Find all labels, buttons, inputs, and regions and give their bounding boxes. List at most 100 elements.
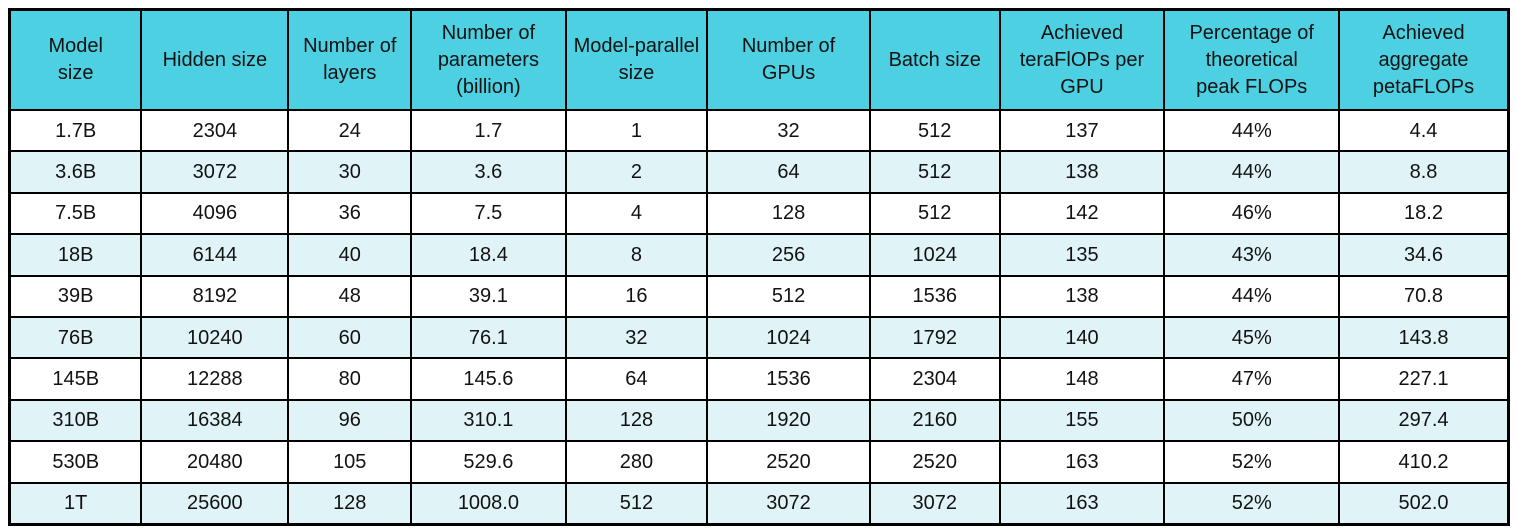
table-row: 7.5B 4096 36 7.5 4 128 512 142 46% 18.2 <box>8 191 1510 236</box>
table-cell: 227.1 <box>1338 357 1510 401</box>
table-cell: 96 <box>287 398 413 443</box>
table-cell: 143.8 <box>1338 315 1510 360</box>
table-cell: 142 <box>998 191 1166 236</box>
column-header: Percentage of theoretical peak FLOPs <box>1163 8 1341 111</box>
table-cell: 105 <box>287 440 413 484</box>
table-cell: 43% <box>1163 233 1341 277</box>
table-cell: 18.4 <box>410 233 567 277</box>
table-row: 39B 8192 48 39.1 16 512 1536 138 44% 70.8 <box>8 274 1510 318</box>
column-header: Model size <box>8 8 143 111</box>
table-cell: 163 <box>998 481 1166 526</box>
table-cell: 60 <box>287 315 413 360</box>
table-cell: 45% <box>1163 315 1341 360</box>
column-header: Number of layers <box>287 8 413 111</box>
table-cell: 512 <box>868 150 1001 194</box>
table-row: 1.7B 2304 24 1.7 1 32 512 137 44% 4.4 <box>8 108 1510 153</box>
table-cell: 280 <box>564 440 709 484</box>
table-cell: 1536 <box>706 357 871 401</box>
table-cell: 3072 <box>868 481 1001 526</box>
table-cell: 1008.0 <box>410 481 567 526</box>
table-cell: 135 <box>998 233 1166 277</box>
table-cell: 2520 <box>868 440 1001 484</box>
table-cell: 20480 <box>140 440 290 484</box>
model-scaling-table: Model size Hidden size Number of layers Num… <box>8 8 1510 526</box>
table-cell: 10240 <box>140 315 290 360</box>
table-row: 18B 6144 40 18.4 8 256 1024 135 43% 34.6 <box>8 233 1510 277</box>
table-cell: 137 <box>998 108 1166 153</box>
table-cell: 512 <box>868 191 1001 236</box>
table-cell: 8.8 <box>1338 150 1510 194</box>
table-cell: 4096 <box>140 191 290 236</box>
table-cell: 512 <box>868 108 1001 153</box>
table-cell: 48 <box>287 274 413 318</box>
table-cell: 80 <box>287 357 413 401</box>
table-row: 1T 25600 128 1008.0 512 3072 3072 163 52% 502.0 <box>8 481 1510 526</box>
table-cell: 2520 <box>706 440 871 484</box>
table-cell: 1920 <box>706 398 871 443</box>
column-header: Hidden size <box>140 8 290 111</box>
table-cell: 18.2 <box>1338 191 1510 236</box>
table-cell: 64 <box>564 357 709 401</box>
table-cell: 30 <box>287 150 413 194</box>
table-cell: 46% <box>1163 191 1341 236</box>
table-cell: 4 <box>564 191 709 236</box>
table-cell: 128 <box>564 398 709 443</box>
table-cell: 39B <box>8 274 143 318</box>
table-cell: 7.5 <box>410 191 567 236</box>
table-cell: 297.4 <box>1338 398 1510 443</box>
table-cell: 3072 <box>706 481 871 526</box>
table-cell: 530B <box>8 440 143 484</box>
table-cell: 138 <box>998 274 1166 318</box>
table-cell: 16 <box>564 274 709 318</box>
table-cell: 310B <box>8 398 143 443</box>
table-cell: 256 <box>706 233 871 277</box>
table-cell: 7.5B <box>8 191 143 236</box>
table-cell: 50% <box>1163 398 1341 443</box>
column-header: Model-parallel size <box>564 8 709 111</box>
table-cell: 16384 <box>140 398 290 443</box>
table-row: 145B 12288 80 145.6 64 1536 2304 148 47% 227.1 <box>8 357 1510 401</box>
table-cell: 4.4 <box>1338 108 1510 153</box>
table-cell: 1792 <box>868 315 1001 360</box>
table-cell: 145.6 <box>410 357 567 401</box>
table-cell: 138 <box>998 150 1166 194</box>
table-cell: 40 <box>287 233 413 277</box>
column-header: Batch size <box>868 8 1001 111</box>
column-header: Number of GPUs <box>706 8 871 111</box>
table-cell: 1.7 <box>410 108 567 153</box>
table-cell: 155 <box>998 398 1166 443</box>
table-cell: 8 <box>564 233 709 277</box>
table-cell: 148 <box>998 357 1166 401</box>
table-cell: 32 <box>564 315 709 360</box>
table-cell: 25600 <box>140 481 290 526</box>
table-cell: 1536 <box>868 274 1001 318</box>
table-cell: 34.6 <box>1338 233 1510 277</box>
table-cell: 76B <box>8 315 143 360</box>
table-header: Model size Hidden size Number of layers Num… <box>8 8 1510 111</box>
table-cell: 44% <box>1163 274 1341 318</box>
table-cell: 44% <box>1163 150 1341 194</box>
table-cell: 64 <box>706 150 871 194</box>
table-cell: 36 <box>287 191 413 236</box>
table-cell: 512 <box>706 274 871 318</box>
table-cell: 32 <box>706 108 871 153</box>
table-cell: 52% <box>1163 481 1341 526</box>
table-cell: 3.6B <box>8 150 143 194</box>
table-cell: 2304 <box>868 357 1001 401</box>
table-cell: 128 <box>706 191 871 236</box>
column-header: Achieved aggregate petaFLOPs <box>1338 8 1510 111</box>
table-cell: 47% <box>1163 357 1341 401</box>
table-cell: 39.1 <box>410 274 567 318</box>
table-cell: 128 <box>287 481 413 526</box>
table-cell: 502.0 <box>1338 481 1510 526</box>
table-cell: 1024 <box>706 315 871 360</box>
table-cell: 410.2 <box>1338 440 1510 484</box>
table-row: 530B 20480 105 529.6 280 2520 2520 163 52% 410.2 <box>8 440 1510 484</box>
table-cell: 24 <box>287 108 413 153</box>
column-header: Number of parameters (billion) <box>410 8 567 111</box>
table-cell: 3072 <box>140 150 290 194</box>
table-row: 3.6B 3072 30 3.6 2 64 512 138 44% 8.8 <box>8 150 1510 194</box>
table-row: 76B 10240 60 76.1 32 1024 1792 140 45% 143.8 <box>8 315 1510 360</box>
table-cell: 76.1 <box>410 315 567 360</box>
